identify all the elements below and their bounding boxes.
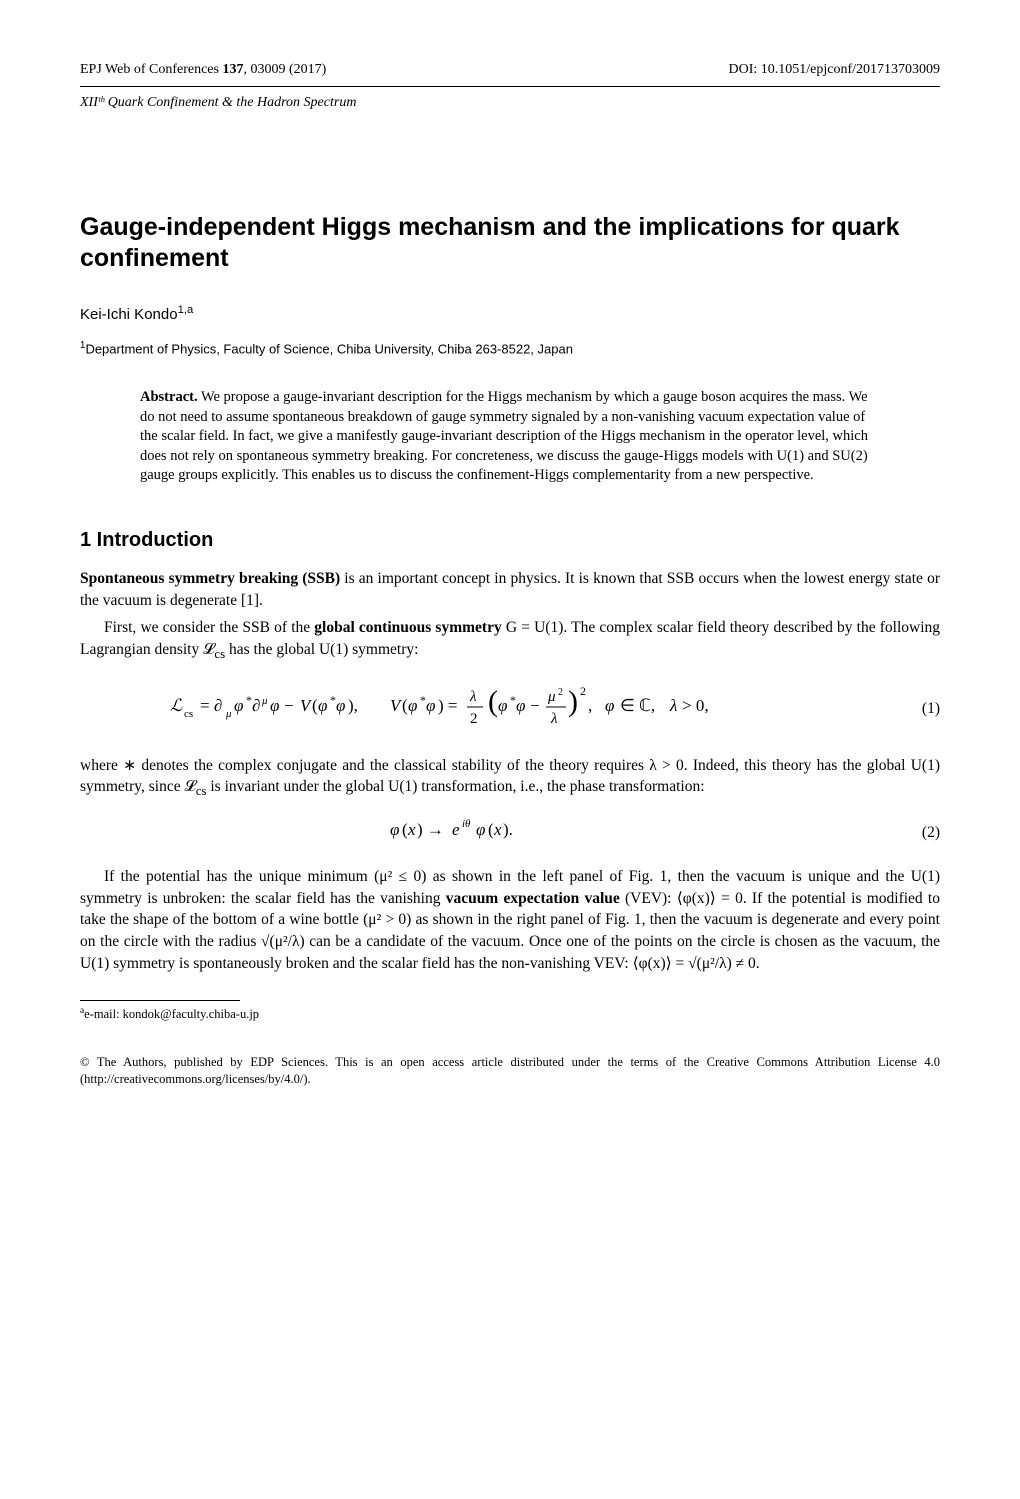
svg-text:2: 2 (470, 711, 478, 727)
p2d: has the global U(1) symmetry: (225, 641, 418, 658)
header-right: DOI: 10.1051/epjconf/201713703009 (728, 60, 940, 80)
svg-text:,: , (588, 696, 592, 715)
header-left: EPJ Web of Conferences 137, 03009 (2017) (80, 60, 326, 80)
svg-text:ℒ: ℒ (170, 696, 183, 715)
svg-text:φ: φ (270, 696, 279, 715)
svg-text:−: − (284, 696, 294, 715)
global-symmetry-term: global continuous symmetry (314, 619, 501, 636)
svg-text:λ: λ (550, 711, 558, 727)
svg-text:) →: ) → (417, 820, 444, 839)
svg-text:λ: λ (469, 689, 477, 705)
volume: 137 (222, 62, 243, 77)
running-header: EPJ Web of Conferences 137, 03009 (2017)… (80, 60, 940, 84)
svg-text:φ: φ (234, 696, 243, 715)
svg-text:2: 2 (558, 687, 563, 698)
p2a: First, we consider the SSB of the (104, 619, 314, 636)
pages: , 03009 (2017) (243, 62, 326, 77)
equation-2-number: (2) (900, 822, 940, 844)
article-title: Gauge-independent Higgs mechanism and th… (80, 212, 940, 275)
svg-text:) =: ) = (438, 696, 458, 715)
paragraph-1: Spontaneous symmetry breaking (SSB) is a… (80, 568, 940, 611)
svg-text:).: ). (503, 820, 513, 839)
journal-name: EPJ Web of Conferences (80, 62, 219, 77)
footnote: ae-mail: kondok@faculty.chiba-u.jp (80, 1005, 940, 1024)
svg-text:= ∂: = ∂ (200, 696, 222, 715)
equation-1-row: ℒ cs = ∂ μ φ * ∂ μ φ − V ( φ * φ ), V ( … (80, 677, 940, 740)
copyright: © The Authors, published by EDP Sciences… (80, 1054, 940, 1089)
svg-text:φ: φ (408, 696, 417, 715)
equation-2-svg: φ ( x ) → e iθ φ ( x ). (390, 815, 590, 845)
svg-text:cs: cs (184, 708, 193, 720)
author-affil-mark: 1, (178, 304, 187, 316)
svg-text:−: − (530, 696, 540, 715)
svg-text:μ: μ (225, 708, 232, 720)
paragraph-4: If the potential has the unique minimum … (80, 866, 940, 974)
equation-2-row: φ ( x ) → e iθ φ ( x ). (2) (80, 815, 940, 852)
abstract: Abstract. We propose a gauge-invariant d… (140, 388, 880, 486)
affiliation-text: Department of Physics, Faculty of Scienc… (85, 341, 573, 356)
footnote-rule (80, 1000, 240, 1001)
svg-text:φ: φ (476, 820, 485, 839)
svg-text:φ: φ (318, 696, 327, 715)
abstract-label: Abstract. (140, 389, 198, 405)
svg-text:> 0,: > 0, (682, 696, 709, 715)
svg-text:φ: φ (336, 696, 345, 715)
svg-text:μ: μ (261, 695, 268, 707)
p3b: is invariant under the global U(1) trans… (207, 778, 705, 795)
equation-1-number: (1) (900, 698, 940, 720)
equation-1-svg: ℒ cs = ∂ μ φ * ∂ μ φ − V ( φ * φ ), V ( … (170, 677, 810, 733)
affiliation: 1Department of Physics, Faculty of Scien… (80, 339, 940, 359)
svg-text:∂: ∂ (252, 696, 260, 715)
header-sub: XIIᵗʰ Quark Confinement & the Hadron Spe… (80, 93, 940, 113)
equation-1: ℒ cs = ∂ μ φ * ∂ μ φ − V ( φ * φ ), V ( … (80, 677, 900, 740)
section-1-heading: 1 Introduction (80, 526, 940, 554)
p3a-sub: cs (196, 783, 207, 798)
footnote-text: e-mail: kondok@faculty.chiba-u.jp (84, 1007, 259, 1021)
svg-text:φ: φ (426, 696, 435, 715)
author-name: Kei-Ichi Kondo (80, 306, 178, 323)
paragraph-3: where ∗ denotes the complex conjugate an… (80, 755, 940, 801)
svg-text:): ) (568, 685, 578, 718)
svg-text:φ: φ (516, 696, 525, 715)
author-line: Kei-Ichi Kondo1,a (80, 303, 940, 325)
svg-text:),: ), (348, 696, 358, 715)
page: EPJ Web of Conferences 137, 03009 (2017)… (0, 0, 1020, 1129)
ssb-term: Spontaneous symmetry breaking (SSB) (80, 570, 340, 587)
header-rule (80, 86, 940, 87)
svg-text:iθ: iθ (462, 818, 471, 830)
vev-term: vacuum expectation value (446, 890, 620, 907)
svg-text:φ: φ (390, 820, 399, 839)
svg-text:φ: φ (498, 696, 507, 715)
author-footnote-mark: a (187, 304, 193, 316)
abstract-text: We propose a gauge-invariant description… (140, 389, 868, 483)
svg-text:x: x (407, 820, 416, 839)
svg-text:2: 2 (580, 684, 586, 698)
svg-text:λ: λ (669, 696, 677, 715)
svg-text:∈ ℂ,: ∈ ℂ, (620, 696, 655, 715)
p2c-sub: cs (214, 646, 225, 661)
paragraph-2: First, we consider the SSB of the global… (80, 617, 940, 663)
svg-text:φ: φ (605, 696, 614, 715)
svg-text:x: x (493, 820, 502, 839)
svg-text:μ: μ (547, 689, 556, 705)
svg-text:(: ( (488, 685, 498, 718)
equation-2: φ ( x ) → e iθ φ ( x ). (80, 815, 900, 852)
svg-text:e: e (452, 820, 460, 839)
